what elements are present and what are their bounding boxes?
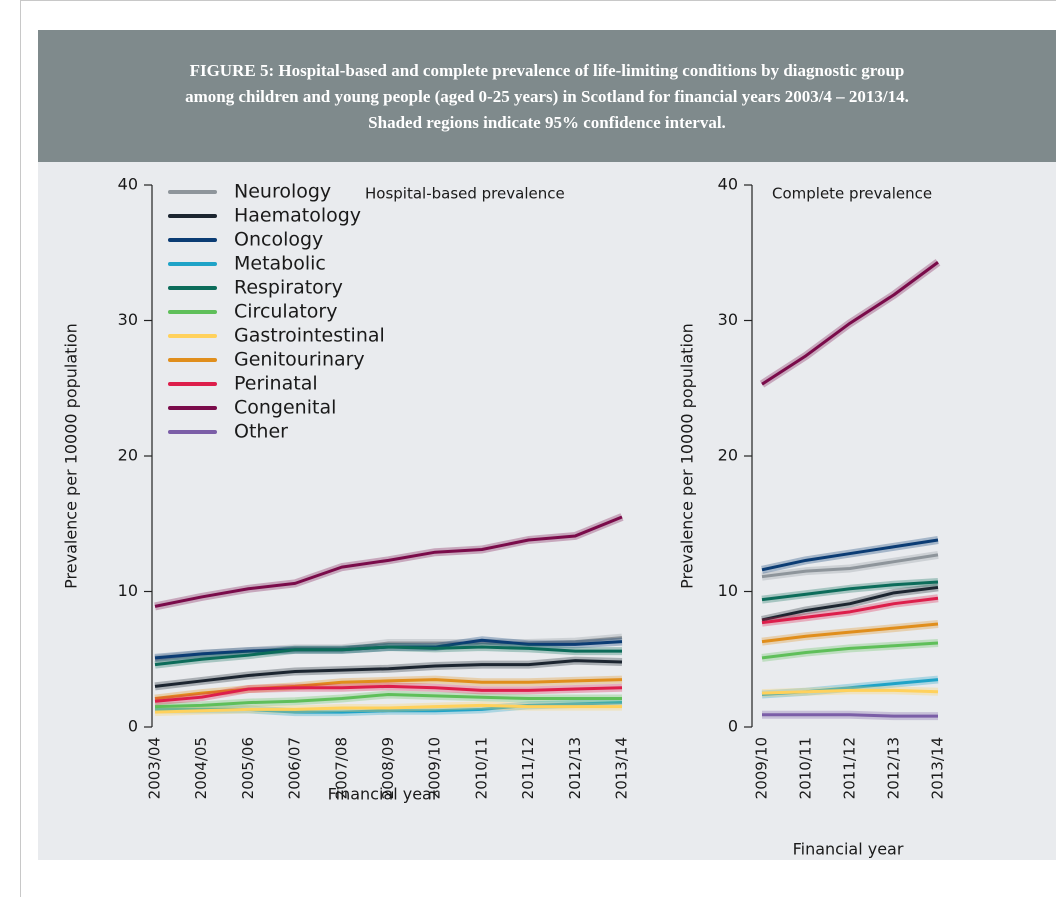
series-line — [762, 715, 938, 716]
x-tick-label: 2005/06 — [239, 737, 257, 799]
x-tick-label: 2012/13 — [885, 737, 903, 799]
legend-label: Perinatal — [234, 373, 318, 395]
x-tick-label: 2010/11 — [797, 737, 815, 799]
y-tick-label: 10 — [718, 581, 738, 600]
x-tick-label: 2013/14 — [929, 737, 947, 799]
x-tick-label: 2009/10 — [753, 737, 771, 799]
y-tick-label: 40 — [118, 175, 138, 194]
legend-label: Gastrointestinal — [234, 325, 385, 347]
panel-title: Hospital-based prevalence — [365, 185, 565, 203]
x-tick-label: 2011/12 — [841, 737, 859, 799]
legend-label: Congenital — [234, 397, 336, 419]
y-tick-label: 40 — [718, 175, 738, 194]
legend-label: Other — [234, 421, 288, 443]
y-tick-label: 20 — [118, 446, 138, 465]
y-tick-label: 30 — [118, 310, 138, 329]
x-tick-label: 2004/05 — [192, 737, 210, 799]
y-tick-label: 0 — [728, 717, 738, 736]
header-title: among children and young people (aged 0-… — [185, 87, 909, 106]
header-title: FIGURE 5: Hospital-based and complete pr… — [190, 61, 905, 80]
x-tick-label: 2012/13 — [566, 737, 584, 799]
x-tick-label: 2003/04 — [146, 737, 164, 799]
panel-title: Complete prevalence — [772, 185, 932, 203]
y-tick-label: 10 — [118, 581, 138, 600]
header-title: Shaded regions indicate 95% confidence i… — [368, 113, 726, 132]
x-tick-label: 2011/12 — [519, 737, 537, 799]
y-axis-label: Prevalence per 10000 population — [678, 323, 697, 589]
x-axis-label: Financial year — [793, 840, 904, 859]
y-tick-label: 20 — [718, 446, 738, 465]
y-tick-label: 0 — [128, 717, 138, 736]
x-tick-label: 2013/14 — [613, 737, 631, 799]
x-tick-label: 2006/07 — [286, 737, 304, 799]
y-tick-label: 30 — [718, 310, 738, 329]
legend-label: Metabolic — [234, 253, 326, 275]
y-axis-label: Prevalence per 10000 population — [62, 323, 81, 589]
chart-background — [38, 162, 1056, 860]
legend-label: Haematology — [234, 205, 361, 227]
x-axis-label: Financial year — [328, 785, 439, 804]
legend-label: Neurology — [234, 181, 331, 203]
x-tick-label: 2010/11 — [472, 737, 490, 799]
legend-label: Respiratory — [234, 277, 343, 299]
legend-label: Genitourinary — [234, 349, 365, 371]
legend-label: Circulatory — [234, 301, 337, 323]
legend-label: Oncology — [234, 229, 323, 251]
